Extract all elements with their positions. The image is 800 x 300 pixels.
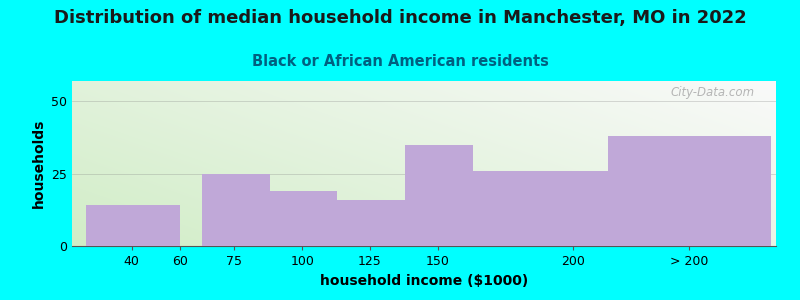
Bar	[405, 145, 473, 246]
X-axis label: household income ($1000): household income ($1000)	[320, 274, 528, 288]
Bar	[608, 136, 770, 246]
Bar	[86, 206, 180, 246]
Text: Black or African American residents: Black or African American residents	[251, 54, 549, 69]
Bar	[202, 174, 270, 246]
Text: City-Data.com: City-Data.com	[670, 86, 755, 99]
Bar	[270, 191, 338, 246]
Bar	[338, 200, 405, 246]
Y-axis label: households: households	[31, 119, 46, 208]
Text: Distribution of median household income in Manchester, MO in 2022: Distribution of median household income …	[54, 9, 746, 27]
Bar	[473, 171, 608, 246]
